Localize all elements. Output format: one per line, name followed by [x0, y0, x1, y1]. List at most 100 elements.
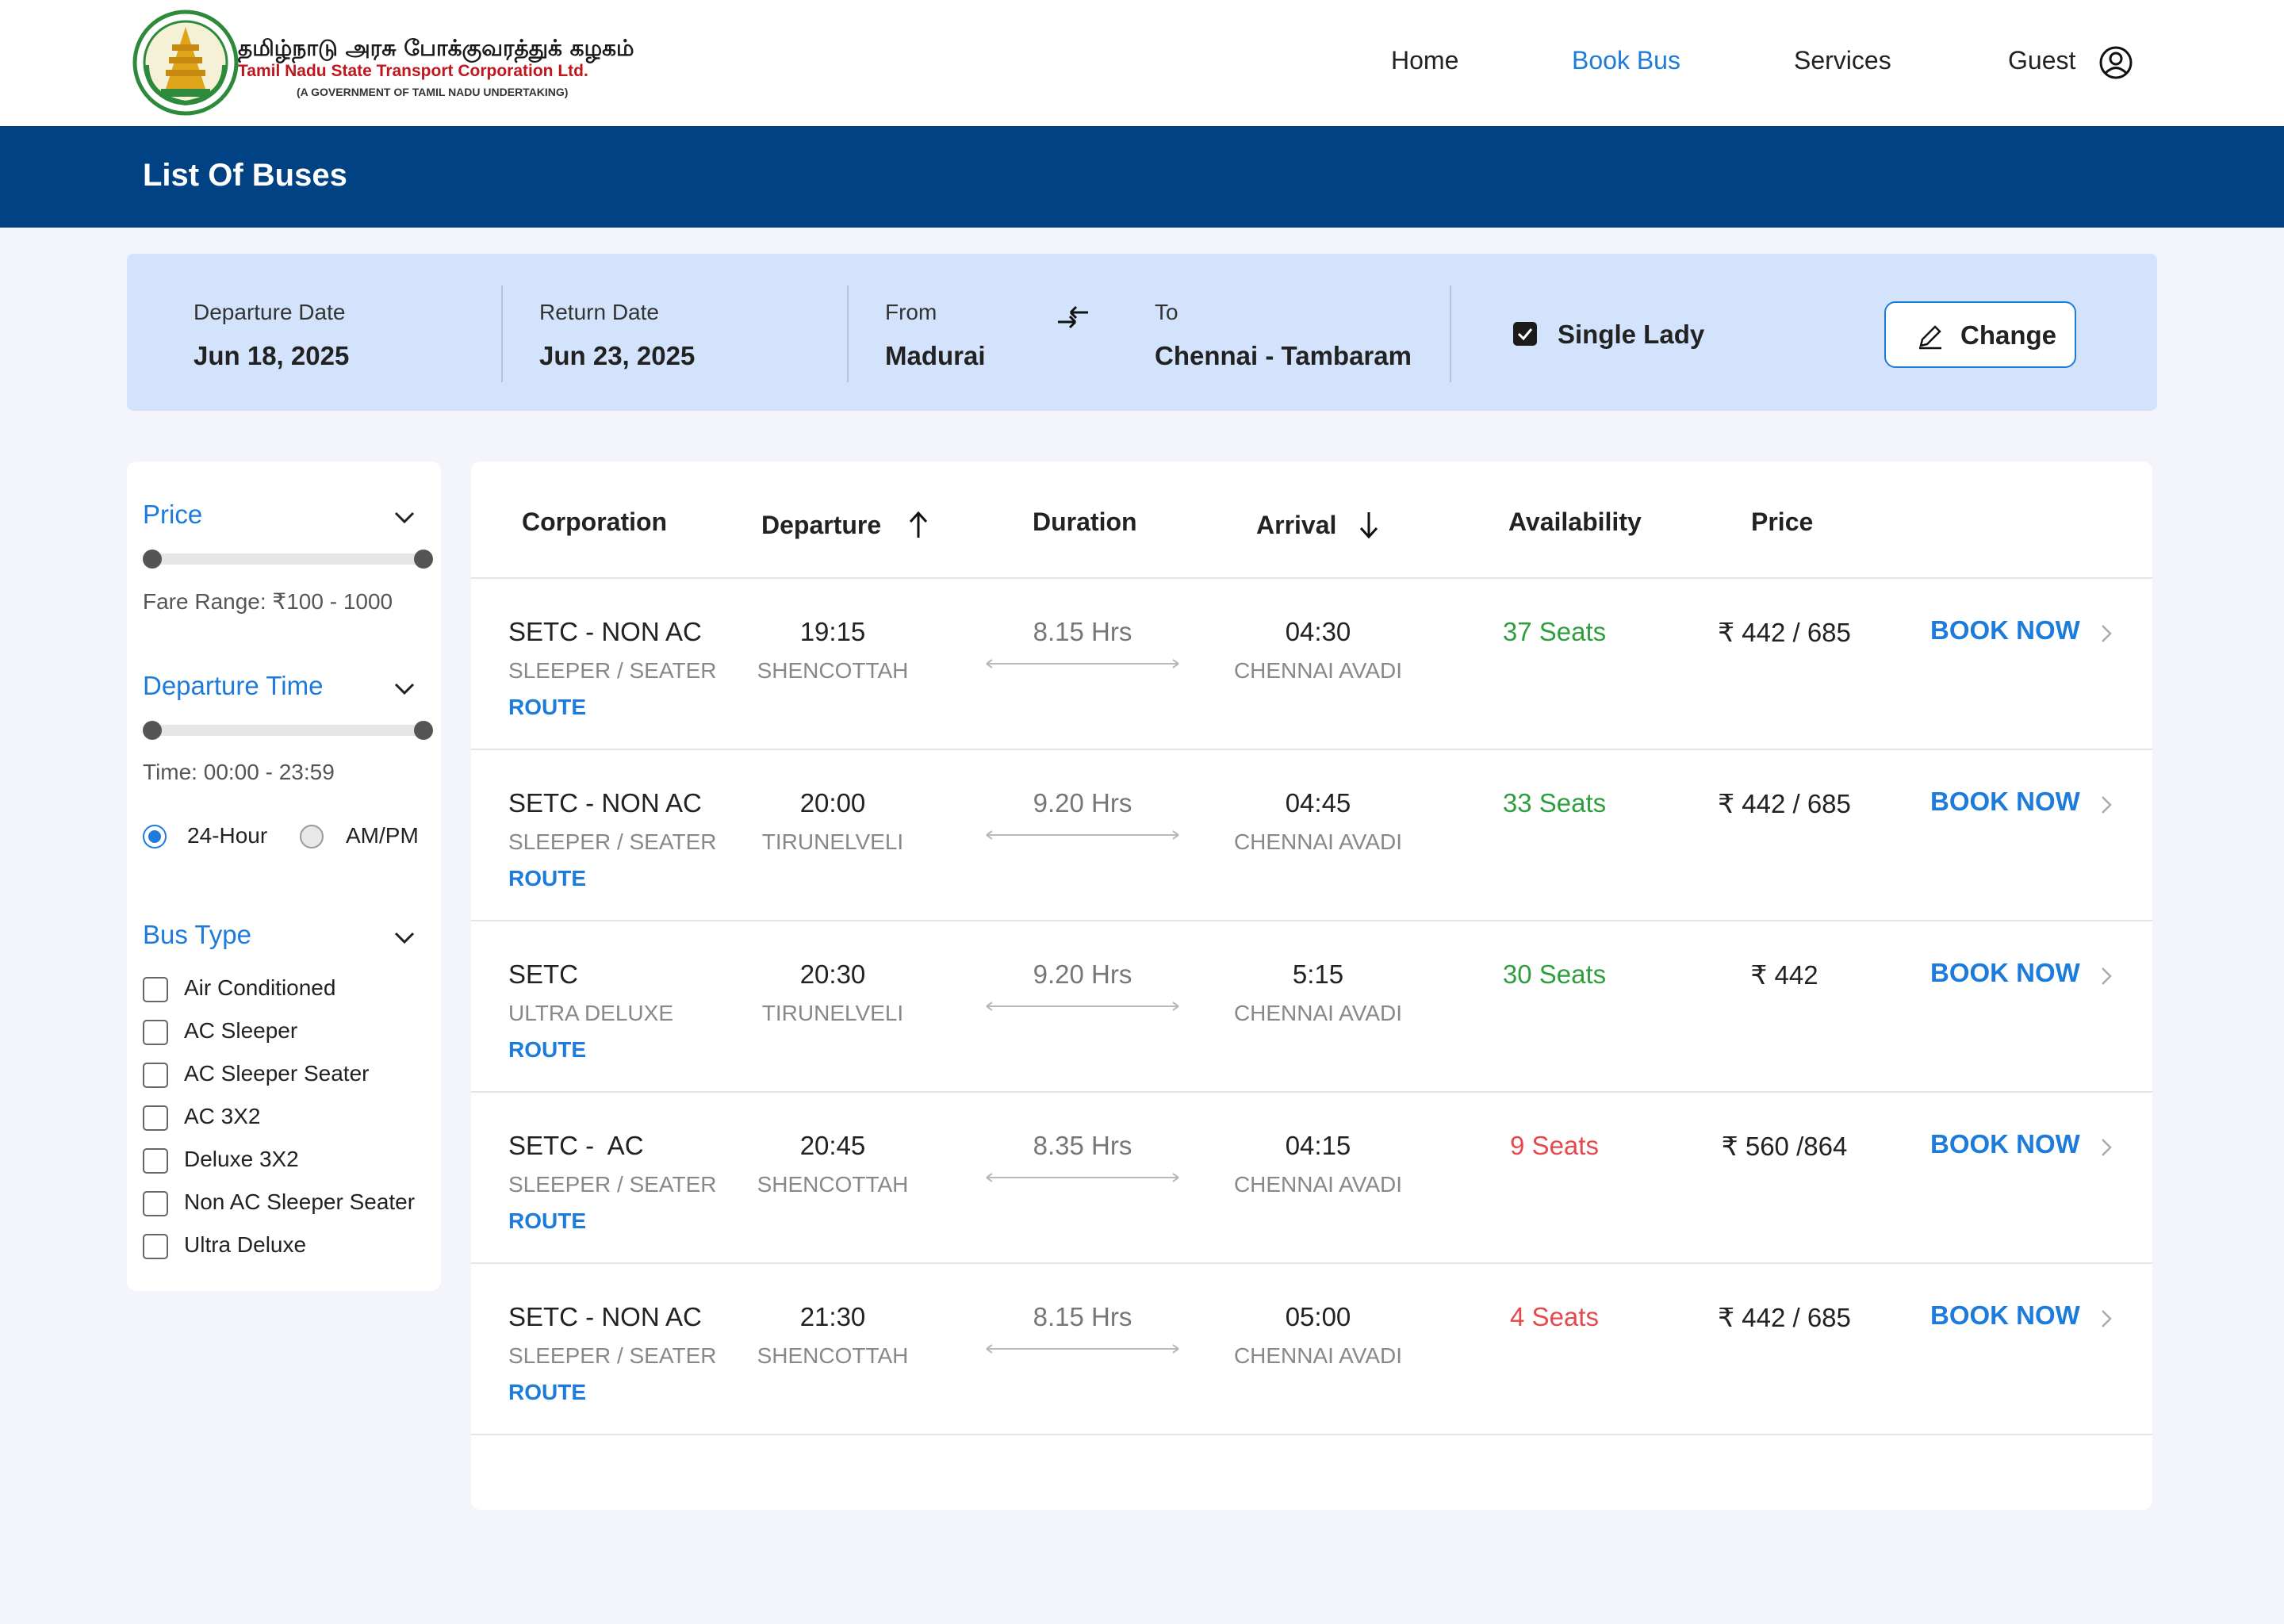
- column-header-availability[interactable]: Availability: [1508, 508, 1642, 536]
- book-now-button[interactable]: BOOK NOW: [1930, 787, 2080, 816]
- arrival-time: 5:15: [1292, 959, 1344, 989]
- departure-place: SHENCOTTAH: [757, 1343, 909, 1368]
- bus-type-checkbox[interactable]: [143, 1105, 168, 1131]
- departure-place: SHENCOTTAH: [757, 658, 909, 683]
- bus-type-option-label[interactable]: AC Sleeper: [184, 1018, 298, 1043]
- single-lady-checkbox[interactable]: [1513, 322, 1537, 346]
- trip-duration: 9.20 Hrs: [1033, 959, 1132, 989]
- chevron-right-icon[interactable]: [2100, 1308, 2113, 1329]
- seat-availability: 37 Seats: [1502, 617, 1607, 646]
- change-search-button[interactable]: Change: [1884, 301, 2076, 368]
- bus-type-checkbox[interactable]: [143, 1191, 168, 1216]
- bus-corporation-name: SETC - AC: [508, 1131, 644, 1160]
- chevron-right-icon[interactable]: [2100, 623, 2113, 644]
- arrival-time: 04:30: [1285, 617, 1351, 646]
- chevron-right-icon[interactable]: [2100, 966, 2113, 986]
- page-title: List Of Buses: [143, 158, 347, 193]
- sort-descending-icon[interactable]: [1358, 509, 1380, 541]
- slider-min-handle[interactable]: [143, 721, 162, 740]
- fare-price: ₹ 442: [1750, 960, 1818, 990]
- departure-time: 20:45: [799, 1131, 866, 1160]
- departure-date-value[interactable]: Jun 18, 2025: [194, 341, 350, 370]
- fare-price: ₹ 442 / 685: [1718, 618, 1851, 647]
- route-link[interactable]: ROUTE: [508, 1380, 586, 1404]
- column-header-price[interactable]: Price: [1751, 508, 1814, 536]
- to-label: To: [1155, 300, 1178, 324]
- departure-time-filter-heading[interactable]: Departure Time: [143, 671, 324, 700]
- slider-min-handle[interactable]: [143, 550, 162, 569]
- swap-cities-icon[interactable]: [1055, 301, 1091, 333]
- trip-duration: 8.35 Hrs: [1033, 1131, 1132, 1160]
- user-account-icon[interactable]: [2098, 45, 2133, 80]
- nav-book-bus[interactable]: Book Bus: [1572, 46, 1680, 75]
- arrival-place: CHENNAI AVADI: [1233, 658, 1403, 683]
- bus-type-filter-heading[interactable]: Bus Type: [143, 920, 251, 949]
- brand-tamil-name: தமிழ்நாடு அரசு போக்குவரத்துக் கழகம்: [238, 35, 634, 61]
- radio-24-hour[interactable]: [143, 825, 167, 848]
- table-row[interactable]: SETC - NON AC SLEEPER / SEATER ROUTE 19:…: [471, 579, 2152, 750]
- return-date-label: Return Date: [539, 300, 659, 324]
- sort-ascending-icon[interactable]: [907, 509, 929, 541]
- table-row[interactable]: SETC ULTRA DELUXE ROUTE 20:30 TIRUNELVEL…: [471, 921, 2152, 1093]
- slider-max-handle[interactable]: [414, 550, 433, 569]
- route-link[interactable]: ROUTE: [508, 695, 586, 719]
- price-range-slider[interactable]: [143, 550, 433, 569]
- duration-arrow-icon: [986, 1002, 1179, 1011]
- departure-time-slider[interactable]: [143, 721, 433, 740]
- chevron-down-icon[interactable]: [393, 511, 416, 525]
- bus-corporation-name: SETC - NON AC: [508, 1302, 702, 1331]
- column-header-arrival[interactable]: Arrival: [1256, 511, 1337, 539]
- bus-type-checkbox[interactable]: [143, 977, 168, 1002]
- book-now-button[interactable]: BOOK NOW: [1930, 615, 2080, 645]
- departure-time: 19:15: [799, 617, 866, 646]
- price-filter-heading[interactable]: Price: [143, 500, 203, 529]
- bus-type-checkbox[interactable]: [143, 1148, 168, 1174]
- route-link[interactable]: ROUTE: [508, 1208, 586, 1233]
- radio-24-hour-label[interactable]: 24-Hour: [187, 823, 268, 848]
- return-date-value[interactable]: Jun 23, 2025: [539, 341, 696, 370]
- fare-price: ₹ 442 / 685: [1718, 1303, 1851, 1332]
- bus-corporation-name: SETC: [508, 959, 579, 989]
- nav-services[interactable]: Services: [1794, 46, 1891, 75]
- bus-type-option-label[interactable]: Non AC Sleeper Seater: [184, 1189, 416, 1214]
- bus-type-checkbox[interactable]: [143, 1063, 168, 1088]
- bus-type-checkbox[interactable]: [143, 1234, 168, 1259]
- book-now-button[interactable]: BOOK NOW: [1930, 1129, 2080, 1159]
- route-link[interactable]: ROUTE: [508, 1037, 586, 1062]
- single-lady-label[interactable]: Single Lady: [1558, 320, 1705, 349]
- chevron-down-icon[interactable]: [393, 682, 416, 696]
- book-now-button[interactable]: BOOK NOW: [1930, 958, 2080, 987]
- chevron-down-icon[interactable]: [393, 931, 416, 945]
- divider: [501, 285, 503, 382]
- column-header-departure[interactable]: Departure: [761, 511, 882, 539]
- bus-type-option-label[interactable]: Ultra Deluxe: [184, 1232, 307, 1257]
- nav-home[interactable]: Home: [1391, 46, 1459, 75]
- bus-type-option-label[interactable]: Air Conditioned: [184, 975, 336, 1000]
- bus-type-option-label[interactable]: AC Sleeper Seater: [184, 1061, 370, 1086]
- radio-am-pm[interactable]: [300, 825, 324, 848]
- bus-type-text: SLEEPER / SEATER: [508, 1172, 717, 1197]
- bus-type-checkbox[interactable]: [143, 1020, 168, 1045]
- bus-type-option-label[interactable]: AC 3X2: [184, 1104, 261, 1128]
- column-header-corporation[interactable]: Corporation: [522, 508, 668, 536]
- departure-place: TIRUNELVELI: [761, 1001, 904, 1025]
- departure-time: 20:00: [799, 788, 866, 818]
- book-now-button[interactable]: BOOK NOW: [1930, 1300, 2080, 1330]
- bus-type-option-label[interactable]: Deluxe 3X2: [184, 1147, 299, 1171]
- departure-place: SHENCOTTAH: [757, 1172, 909, 1197]
- table-row[interactable]: SETC - NON AC SLEEPER / SEATER ROUTE 21:…: [471, 1264, 2152, 1435]
- table-row[interactable]: SETC - AC SLEEPER / SEATER ROUTE 20:45 S…: [471, 1093, 2152, 1264]
- seat-availability: 9 Seats: [1510, 1131, 1599, 1160]
- column-header-duration[interactable]: Duration: [1033, 508, 1137, 536]
- departure-time: 20:30: [799, 959, 866, 989]
- radio-am-pm-label[interactable]: AM/PM: [346, 823, 419, 848]
- chevron-right-icon[interactable]: [2100, 1137, 2113, 1158]
- nav-guest[interactable]: Guest: [2008, 46, 2076, 75]
- slider-max-handle[interactable]: [414, 721, 433, 740]
- search-summary-panel: Departure Date Jun 18, 2025 Return Date …: [127, 254, 2157, 411]
- chevron-right-icon[interactable]: [2100, 795, 2113, 815]
- to-value[interactable]: Chennai - Tambaram: [1155, 341, 1412, 370]
- table-row[interactable]: SETC - NON AC SLEEPER / SEATER ROUTE 20:…: [471, 750, 2152, 921]
- from-value[interactable]: Madurai: [885, 341, 986, 370]
- route-link[interactable]: ROUTE: [508, 866, 586, 891]
